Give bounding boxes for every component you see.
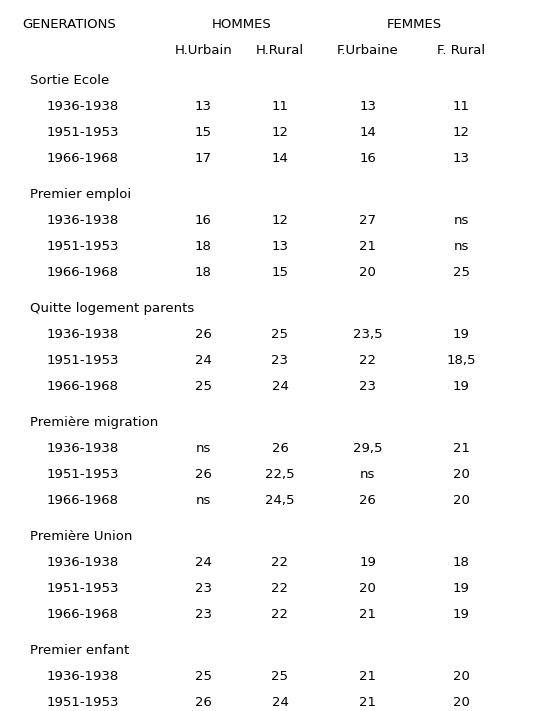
Text: 27: 27 <box>360 214 376 227</box>
Text: Première migration: Première migration <box>30 416 159 429</box>
Text: 24: 24 <box>195 354 211 367</box>
Text: ns: ns <box>195 494 211 507</box>
Text: Quitte logement parents: Quitte logement parents <box>30 302 194 315</box>
Text: 20: 20 <box>453 494 469 507</box>
Text: 24: 24 <box>195 556 211 569</box>
Text: 1966-1968: 1966-1968 <box>47 494 119 507</box>
Text: 23: 23 <box>360 380 376 393</box>
Text: 1936-1938: 1936-1938 <box>47 670 119 683</box>
Text: 20: 20 <box>360 266 376 279</box>
Text: 25: 25 <box>195 380 211 393</box>
Text: 26: 26 <box>272 442 288 455</box>
Text: 21: 21 <box>360 608 376 621</box>
Text: 15: 15 <box>272 266 288 279</box>
Text: 24: 24 <box>272 696 288 709</box>
Text: 19: 19 <box>453 608 469 621</box>
Text: 23: 23 <box>272 354 288 367</box>
Text: 18: 18 <box>453 556 469 569</box>
Text: 12: 12 <box>272 126 288 139</box>
Text: 13: 13 <box>453 152 469 165</box>
Text: 20: 20 <box>360 582 376 595</box>
Text: 16: 16 <box>195 214 211 227</box>
Text: 25: 25 <box>272 670 288 683</box>
Text: 1951-1953: 1951-1953 <box>47 240 119 253</box>
Text: 13: 13 <box>195 100 211 113</box>
Text: 26: 26 <box>195 328 211 341</box>
Text: 22: 22 <box>272 582 288 595</box>
Text: 26: 26 <box>360 494 376 507</box>
Text: 21: 21 <box>360 670 376 683</box>
Text: 1966-1968: 1966-1968 <box>47 266 119 279</box>
Text: F. Rural: F. Rural <box>437 44 485 57</box>
Text: 18: 18 <box>195 240 211 253</box>
Text: 14: 14 <box>360 126 376 139</box>
Text: 15: 15 <box>195 126 211 139</box>
Text: 14: 14 <box>272 152 288 165</box>
Text: 25: 25 <box>272 328 288 341</box>
Text: 1951-1953: 1951-1953 <box>47 696 119 709</box>
Text: HOMMES: HOMMES <box>212 18 271 31</box>
Text: 22: 22 <box>272 556 288 569</box>
Text: 1951-1953: 1951-1953 <box>47 582 119 595</box>
Text: 1966-1968: 1966-1968 <box>47 380 119 393</box>
Text: 24,5: 24,5 <box>265 494 295 507</box>
Text: FEMMES: FEMMES <box>387 18 442 31</box>
Text: 29,5: 29,5 <box>353 442 383 455</box>
Text: GENERATIONS: GENERATIONS <box>22 18 116 31</box>
Text: 1936-1938: 1936-1938 <box>47 214 119 227</box>
Text: H.Urbain: H.Urbain <box>174 44 232 57</box>
Text: F.Urbaine: F.Urbaine <box>337 44 399 57</box>
Text: 11: 11 <box>453 100 469 113</box>
Text: 20: 20 <box>453 696 469 709</box>
Text: 13: 13 <box>360 100 376 113</box>
Text: 1966-1968: 1966-1968 <box>47 608 119 621</box>
Text: Premier enfant: Premier enfant <box>30 644 130 657</box>
Text: 24: 24 <box>272 380 288 393</box>
Text: 16: 16 <box>360 152 376 165</box>
Text: 25: 25 <box>453 266 469 279</box>
Text: 11: 11 <box>272 100 288 113</box>
Text: 1936-1938: 1936-1938 <box>47 442 119 455</box>
Text: 21: 21 <box>360 240 376 253</box>
Text: 1936-1938: 1936-1938 <box>47 556 119 569</box>
Text: Première Union: Première Union <box>30 530 132 543</box>
Text: ns: ns <box>453 214 469 227</box>
Text: ns: ns <box>360 468 376 481</box>
Text: 1951-1953: 1951-1953 <box>47 354 119 367</box>
Text: 1936-1938: 1936-1938 <box>47 328 119 341</box>
Text: 12: 12 <box>453 126 469 139</box>
Text: 21: 21 <box>360 696 376 709</box>
Text: 23: 23 <box>195 608 211 621</box>
Text: 20: 20 <box>453 468 469 481</box>
Text: 20: 20 <box>453 670 469 683</box>
Text: Premier emploi: Premier emploi <box>30 188 131 201</box>
Text: ns: ns <box>195 442 211 455</box>
Text: 18,5: 18,5 <box>446 354 476 367</box>
Text: 1951-1953: 1951-1953 <box>47 468 119 481</box>
Text: 19: 19 <box>453 380 469 393</box>
Text: H.Rural: H.Rural <box>256 44 304 57</box>
Text: 26: 26 <box>195 696 211 709</box>
Text: 22,5: 22,5 <box>265 468 295 481</box>
Text: 19: 19 <box>453 328 469 341</box>
Text: 26: 26 <box>195 468 211 481</box>
Text: 22: 22 <box>360 354 376 367</box>
Text: 17: 17 <box>195 152 211 165</box>
Text: 22: 22 <box>272 608 288 621</box>
Text: 1951-1953: 1951-1953 <box>47 126 119 139</box>
Text: 23: 23 <box>195 582 211 595</box>
Text: 21: 21 <box>453 442 469 455</box>
Text: 13: 13 <box>272 240 288 253</box>
Text: ns: ns <box>453 240 469 253</box>
Text: 1966-1968: 1966-1968 <box>47 152 119 165</box>
Text: 19: 19 <box>453 582 469 595</box>
Text: Sortie Ecole: Sortie Ecole <box>30 74 109 87</box>
Text: 18: 18 <box>195 266 211 279</box>
Text: 1936-1938: 1936-1938 <box>47 100 119 113</box>
Text: 25: 25 <box>195 670 211 683</box>
Text: 19: 19 <box>360 556 376 569</box>
Text: 12: 12 <box>272 214 288 227</box>
Text: 23,5: 23,5 <box>353 328 383 341</box>
